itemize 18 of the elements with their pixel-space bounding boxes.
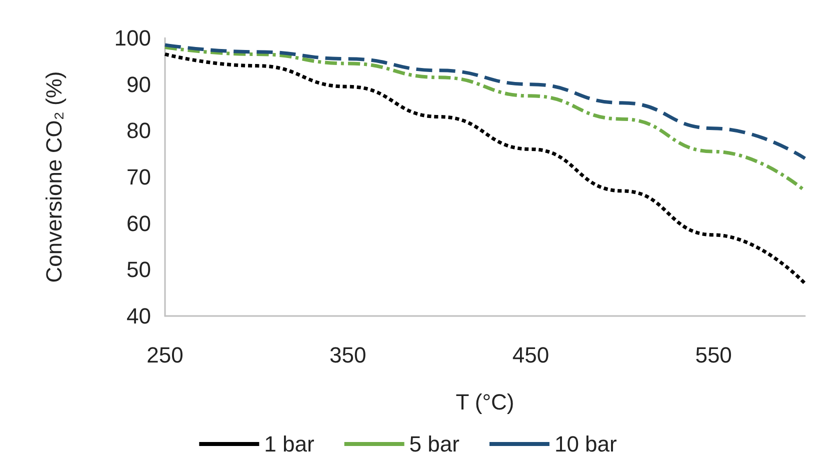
x-tick-label: 350 bbox=[330, 342, 366, 368]
x-tick-label: 450 bbox=[512, 342, 550, 368]
y-tick-label: 60 bbox=[126, 210, 151, 236]
line-series bbox=[163, 43, 807, 160]
x-axis-title: T (°C) bbox=[456, 390, 514, 414]
legend-label: 1 bar bbox=[264, 432, 314, 456]
legend-label: 5 bar bbox=[409, 432, 460, 456]
y-axis-title: Conversione CO₂ (%) bbox=[42, 71, 66, 283]
legend-label: 10 bar bbox=[554, 432, 617, 456]
y-tick-label: 70 bbox=[126, 164, 151, 190]
y-tick-label: 80 bbox=[126, 118, 151, 144]
y-tick-label: 100 bbox=[114, 26, 151, 50]
x-tick-label: 250 bbox=[146, 342, 184, 368]
x-tick-label: 550 bbox=[695, 342, 732, 368]
y-tick-label: 50 bbox=[126, 257, 151, 282]
line-series bbox=[163, 52, 807, 286]
y-tick-label: 40 bbox=[126, 304, 151, 328]
y-tick-label: 90 bbox=[126, 72, 151, 97]
